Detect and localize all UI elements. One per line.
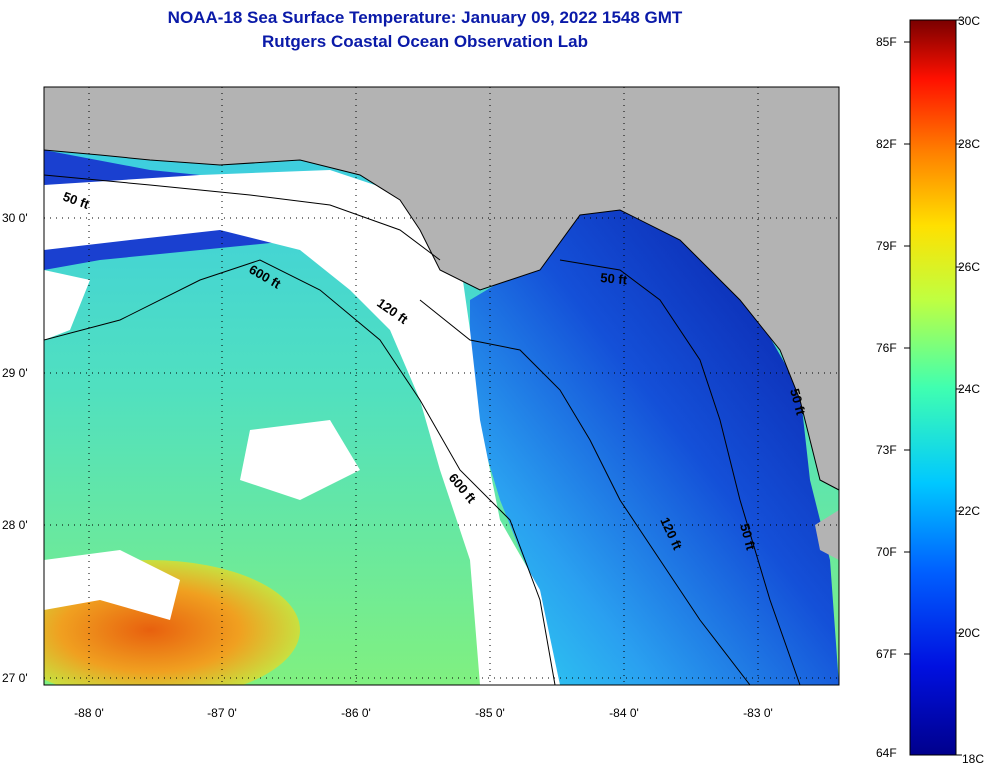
colorbar-c-label: 26C xyxy=(958,260,980,274)
colorbar-c-label: 22C xyxy=(958,504,980,518)
latitude-tick-label: 28 0' xyxy=(2,518,28,532)
map-title: NOAA-18 Sea Surface Temperature: January… xyxy=(167,8,683,27)
colorbar-c-label: 20C xyxy=(958,626,980,640)
longitude-tick-label: -83 0' xyxy=(743,706,773,720)
map-frame xyxy=(43,86,840,686)
coastline xyxy=(44,149,839,491)
contour-50ft xyxy=(559,259,801,685)
colorbar-c-label: 30C xyxy=(958,14,980,28)
map-subtitle: Rutgers Coastal Ocean Observation Lab xyxy=(262,32,588,51)
colorbar-f-label: 79F xyxy=(876,239,897,253)
contour-600ft xyxy=(44,259,556,685)
latitude-tick-label: 30 0' xyxy=(2,211,28,225)
colorbar-f-label: 82F xyxy=(876,137,897,151)
land-mass xyxy=(44,87,839,490)
colorbar-c-label: 24C xyxy=(958,382,980,396)
contour-label: 50 ft xyxy=(737,522,759,552)
cloud-region-south xyxy=(44,550,180,620)
colorbar-f-label: 85F xyxy=(876,35,897,49)
cloud-patch-west xyxy=(44,270,90,340)
latitude-tick-label: 27 0' xyxy=(2,671,28,685)
contour-label: 50 ft xyxy=(787,387,809,417)
land-peninsula xyxy=(815,510,839,560)
colorbar-c-label: 18C xyxy=(962,752,984,766)
latitude-tick-label: 29 0' xyxy=(2,366,28,380)
colorbar-f-label: 70F xyxy=(876,545,897,559)
colorbar-f-label: 76F xyxy=(876,341,897,355)
colorbar xyxy=(909,19,957,756)
colorbar-f-label: 73F xyxy=(876,443,897,457)
map-plot-area xyxy=(44,87,839,685)
longitude-tick-label: -86 0' xyxy=(341,706,371,720)
longitude-tick-label: -85 0' xyxy=(475,706,505,720)
colorbar-ticks xyxy=(904,19,962,756)
colorbar-c-label: 28C xyxy=(958,137,980,151)
longitude-tick-label: -84 0' xyxy=(609,706,639,720)
colorbar-f-label: 64F xyxy=(876,746,897,760)
colorbar-f-label: 67F xyxy=(876,647,897,661)
contour-label: 50 ft xyxy=(600,270,629,287)
longitude-tick-label: -88 0' xyxy=(74,706,104,720)
graticule xyxy=(44,87,839,685)
sst-east-field xyxy=(470,210,839,685)
contour-120ft xyxy=(419,299,751,685)
cloud-region-central xyxy=(44,170,560,685)
longitude-tick-label: -87 0' xyxy=(207,706,237,720)
contour-50ft-north xyxy=(44,174,441,261)
cloud-patch xyxy=(240,420,360,500)
